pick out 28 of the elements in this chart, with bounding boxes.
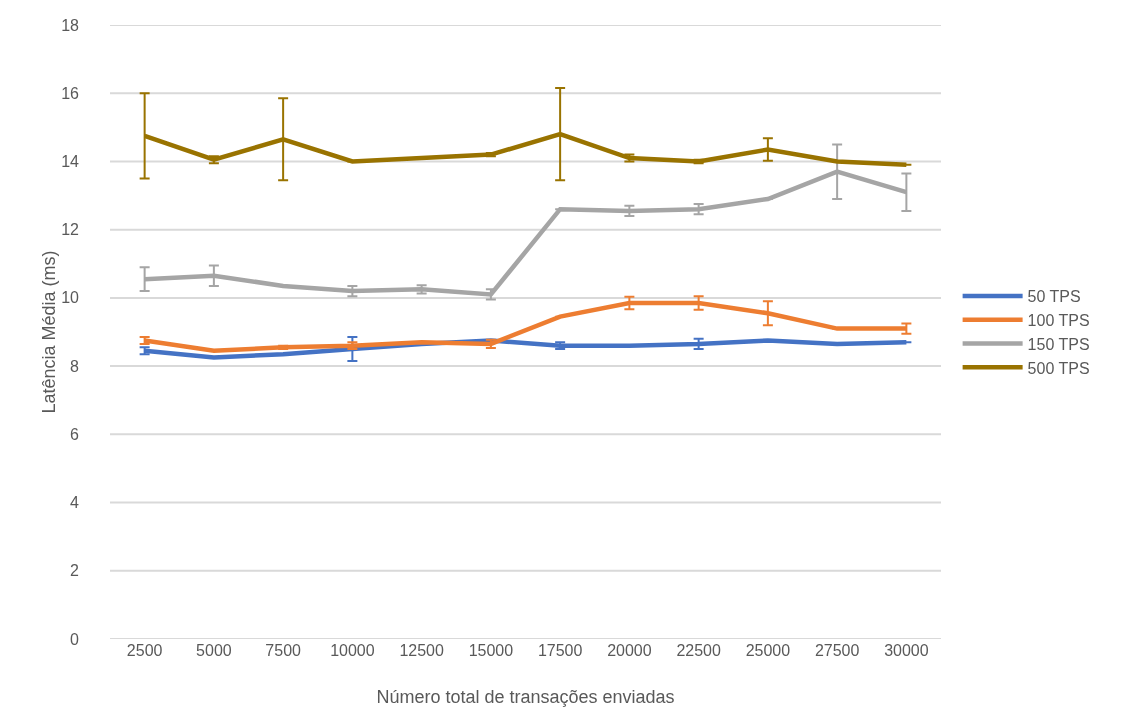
x-tick-label: 2500 <box>126 642 163 659</box>
x-axis-title: Número total de transações enviadas <box>376 687 675 707</box>
y-tick-label: 8 <box>70 357 80 375</box>
y-tick-label: 4 <box>70 494 80 512</box>
y-tick-label: 16 <box>61 84 80 102</box>
legend-label: 100 TPS <box>1027 311 1090 329</box>
x-tick-label: 27500 <box>814 642 860 659</box>
y-tick-label: 14 <box>61 153 80 171</box>
legend-label: 500 TPS <box>1027 359 1090 377</box>
y-tick-label: 2 <box>70 562 80 580</box>
legend-label: 150 TPS <box>1027 335 1090 353</box>
x-tick-label: 22500 <box>676 642 721 659</box>
y-tick-label: 12 <box>61 221 80 239</box>
legend-label: 50 TPS <box>1027 288 1081 306</box>
x-tick-label: 20000 <box>607 642 652 659</box>
x-tick-label: 7500 <box>265 642 302 659</box>
y-tick-label: 6 <box>70 425 80 443</box>
x-tick-label: 15000 <box>468 642 514 659</box>
x-tick-label: 5000 <box>196 642 232 659</box>
x-tick-label: 25000 <box>745 642 791 659</box>
x-tick-label: 17500 <box>537 642 583 659</box>
y-tick-label: 0 <box>70 630 80 648</box>
y-tick-label: 10 <box>61 289 80 307</box>
x-tick-label: 10000 <box>330 642 375 659</box>
x-tick-label: 12500 <box>399 642 444 659</box>
y-tick-label: 18 <box>61 16 80 34</box>
x-tick-label: 30000 <box>884 642 929 659</box>
y-axis-title: Latência Média (ms) <box>39 250 60 414</box>
